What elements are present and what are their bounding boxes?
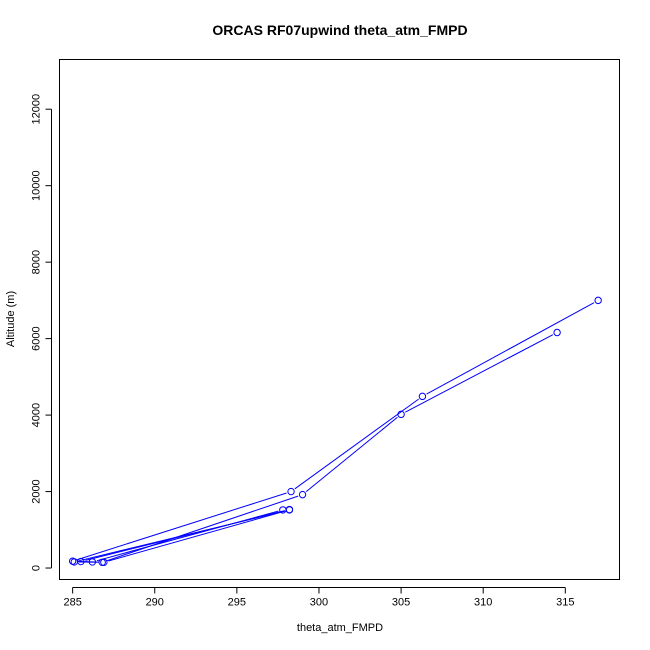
series-line-segment: [426, 302, 595, 395]
data-point: [553, 328, 561, 337]
series-line-segment: [76, 492, 287, 561]
y-tick-label: 10000: [31, 170, 43, 201]
y-axis: 0 2000 4000 6000 8000 10000 12000: [31, 94, 52, 571]
series-layer: [68, 296, 602, 566]
x-axis-label: theta_atm_FMPD: [297, 622, 383, 634]
data-point: [88, 558, 97, 566]
y-tick-label: 4000: [31, 403, 43, 427]
data-point: [418, 392, 427, 401]
series-line-segment: [106, 495, 299, 562]
series-line-segment: [305, 416, 398, 493]
x-tick-label: 295: [228, 597, 246, 609]
data-point: [594, 296, 602, 305]
data-point: [298, 490, 307, 499]
plot-frame: [59, 59, 620, 580]
x-tick-label: 300: [310, 597, 328, 609]
x-tick-label: 290: [146, 597, 164, 609]
data-point: [98, 558, 106, 566]
data-point: [397, 410, 405, 419]
y-tick-label: 6000: [31, 326, 43, 350]
x-tick-label: 305: [392, 597, 410, 609]
series-line-segment: [405, 334, 554, 413]
x-tick-label: 315: [556, 597, 574, 609]
y-tick-label: 8000: [31, 250, 43, 274]
data-point: [285, 506, 294, 514]
y-tick-label: 0: [31, 565, 43, 571]
y-tick-label: 12000: [31, 94, 43, 125]
y-tick-label: 2000: [31, 479, 43, 503]
x-tick-label: 285: [63, 597, 81, 609]
series-line-segment: [108, 510, 286, 562]
data-point: [287, 487, 295, 496]
chart-title: ORCAS RF07upwind theta_atm_FMPD: [212, 22, 467, 38]
x-axis: 285 290 295 300 305 310 315: [63, 587, 574, 609]
data-point: [70, 558, 78, 566]
y-axis-label: Altitude (m): [5, 291, 17, 347]
x-tick-label: 310: [474, 597, 492, 609]
